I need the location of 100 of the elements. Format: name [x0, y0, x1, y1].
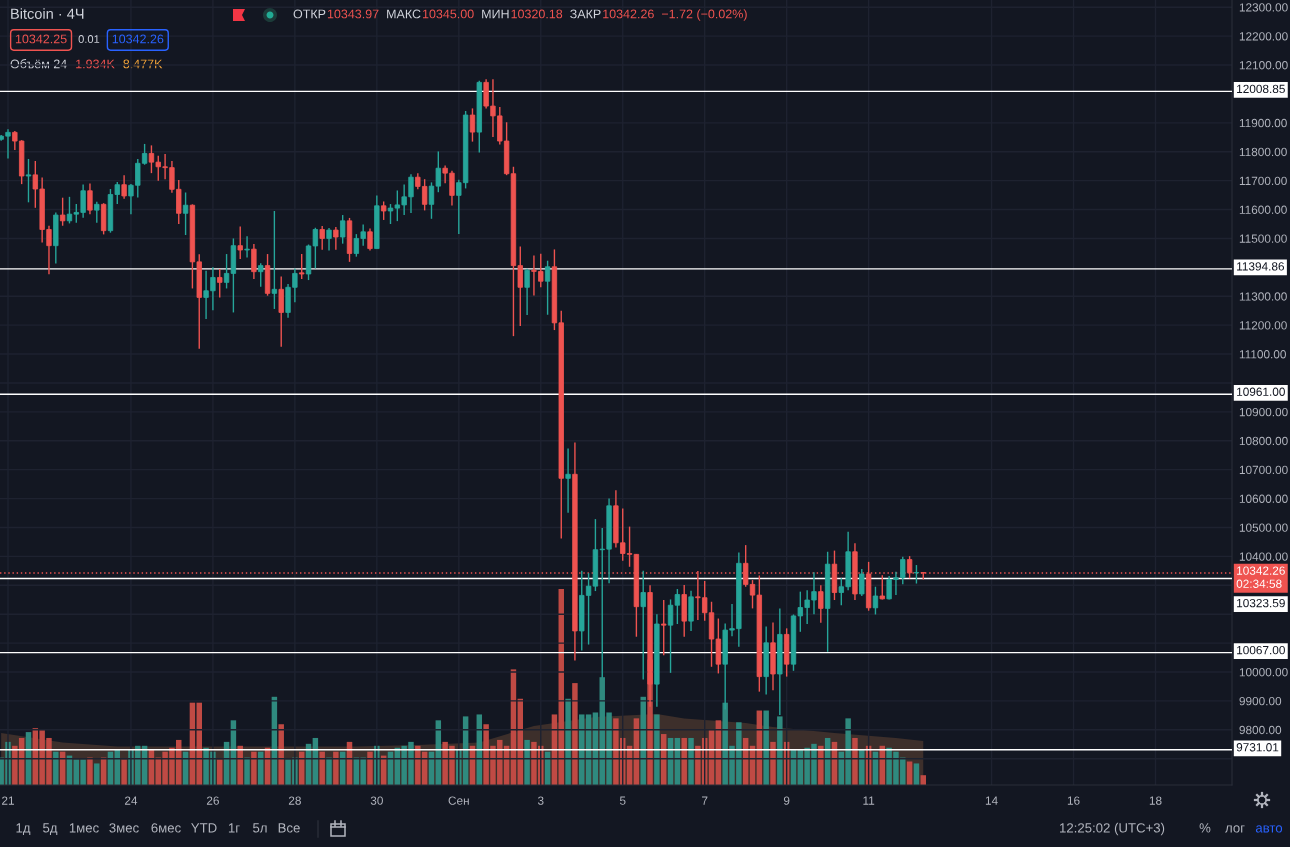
x-tick-label: 24 [124, 796, 138, 805]
y-tick-label: 11300.00 [1239, 292, 1287, 301]
candlestick [182, 191, 189, 236]
candlestick [278, 275, 284, 348]
candlestick [380, 200, 387, 221]
annotation: МИН [482, 9, 509, 19]
bar [688, 737, 694, 785]
ref-line-label: 10342.26 02:34:58 [1236, 566, 1285, 588]
x-tick-label: 14 [985, 796, 998, 805]
candlestick [661, 599, 667, 656]
candlestick [217, 268, 223, 299]
bar [94, 763, 100, 785]
bar [251, 751, 257, 785]
bar [278, 724, 284, 785]
annotation: 10320.18 [511, 9, 563, 19]
y-tick-label: 10700.00 [1239, 465, 1288, 475]
candlestick [237, 225, 243, 260]
bar [319, 751, 325, 785]
y-tick-label: 10400.00 [1239, 552, 1288, 561]
text: 5д [43, 823, 58, 836]
y-tick-label: 11800.00 [1239, 147, 1287, 157]
annotation: ОТКР [293, 9, 326, 19]
bar [524, 739, 530, 785]
candlestick [333, 226, 339, 251]
text: авто [1255, 825, 1283, 833]
y-tick-label: 11600.00 [1239, 205, 1287, 214]
annotation: МАКС [387, 9, 421, 19]
annotation: 10342.26 [112, 34, 164, 44]
x-tick-label: 5 [619, 796, 626, 805]
annotation: 8.477K [123, 59, 163, 69]
ref-line-label: 9731.01 [1236, 743, 1279, 752]
candlestick [859, 568, 865, 597]
candlestick [818, 584, 824, 624]
candlestick [251, 243, 257, 280]
x-tick-label: 26 [206, 796, 219, 805]
candlestick [469, 107, 476, 143]
bar [121, 759, 127, 785]
bar [87, 757, 93, 785]
text: % [1199, 823, 1211, 833]
bar [565, 698, 571, 785]
annotation: 10343.97 [327, 9, 379, 19]
x-tick-label: 16 [1067, 796, 1080, 805]
x-tick-label: 3 [537, 796, 544, 805]
candlestick [94, 201, 100, 224]
bar [572, 683, 578, 785]
candlestick [872, 586, 879, 616]
annotation: ЗАКР [570, 9, 601, 19]
candlestick [244, 235, 250, 259]
chart-title: Bitcoin · 4Ч [11, 8, 84, 19]
bar [777, 716, 783, 785]
bar [326, 757, 332, 785]
y-tick-label: 11700.00 [1239, 176, 1287, 186]
bar [333, 751, 339, 785]
x-tick-label: 30 [370, 796, 383, 805]
chart-title: Объём 24 [10, 59, 67, 69]
x-tick-label: Сен [448, 796, 469, 805]
text: YTD [191, 823, 217, 833]
candlestick [913, 564, 920, 585]
candlestick [271, 210, 278, 310]
x-tick-label: 18 [1149, 796, 1162, 805]
x-tick-label: 11 [863, 796, 875, 805]
text: Все [278, 823, 300, 833]
ref-line-label: 10067.00 [1237, 645, 1285, 655]
x-tick-label: 28 [288, 796, 301, 805]
y-tick-label: 12200.00 [1239, 32, 1288, 41]
text: 1мес [69, 823, 99, 833]
candlestick [367, 227, 373, 252]
bar [53, 751, 59, 785]
bar [818, 745, 824, 785]
bar [367, 751, 373, 785]
candlestick [87, 182, 93, 215]
y-tick-label: 12100.00 [1239, 61, 1288, 70]
annotation: 10342.25 [15, 34, 67, 44]
y-tick-label: 11100.00 [1239, 350, 1286, 359]
annotation: −1.72 (−0.02%) [661, 9, 747, 21]
candlestick [879, 574, 885, 601]
candlestick [25, 158, 32, 204]
bar [654, 714, 660, 785]
ref-line-label: 10323.59 [1237, 598, 1285, 608]
candlestick [59, 197, 66, 227]
y-tick-label: 10000.00 [1239, 668, 1288, 677]
text: 6мес [151, 823, 181, 833]
text: 1д [16, 823, 31, 836]
text: 5л [253, 823, 267, 833]
candlestick [565, 447, 571, 514]
y-tick-label: 10600.00 [1239, 494, 1288, 503]
candlestick [544, 260, 551, 316]
bar [859, 749, 865, 785]
x-tick-label: 7 [702, 796, 708, 805]
bar [237, 745, 243, 785]
ref-line-label: 12008.85 [1237, 84, 1285, 94]
y-tick-label: 9900.00 [1239, 696, 1282, 706]
bar [681, 737, 687, 785]
y-tick-label: 10500.00 [1239, 523, 1288, 532]
y-tick-label: 11200.00 [1239, 321, 1287, 330]
candlestick [319, 225, 325, 251]
text: 12:25:02 (UTC+3) [1060, 822, 1165, 836]
text: 3мес [109, 823, 139, 833]
text: лог [1225, 825, 1245, 833]
candlestick [121, 174, 127, 200]
